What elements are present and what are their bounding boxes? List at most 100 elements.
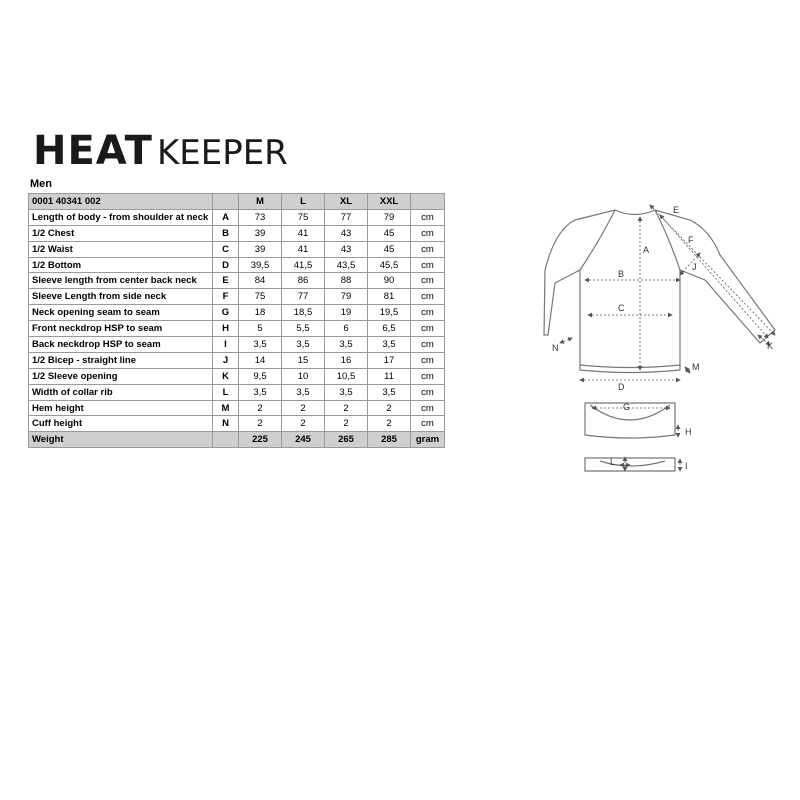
table-cell: 41,5 bbox=[281, 256, 325, 274]
table-cell: cm bbox=[410, 336, 445, 353]
table-row: Back neckdrop HSP to seam I 3,5 3,5 3,5 3,5 cm bbox=[28, 336, 445, 353]
size-table: 0001 40341 002 M L XL XXL Length of body - fr… bbox=[28, 193, 445, 449]
table-row: Sleeve Length from side neck F 75 77 79 81 cm bbox=[28, 288, 445, 306]
table-cell: L bbox=[212, 383, 239, 401]
table-cell: H bbox=[212, 320, 239, 338]
table-cell: Neck opening seam to seam bbox=[28, 304, 213, 322]
header-cell: M bbox=[238, 193, 282, 210]
table-cell: 3,5 bbox=[281, 383, 325, 401]
table-cell: Hem height bbox=[28, 399, 213, 417]
table-cell: 3,5 bbox=[238, 336, 282, 353]
table-cell: 2 bbox=[324, 415, 368, 433]
table-cell: 11 bbox=[367, 367, 411, 385]
table-cell: 43 bbox=[324, 224, 368, 242]
table-row: Length of body - from shoulder at neck A 7… bbox=[28, 208, 445, 226]
table-cell: 39,5 bbox=[238, 256, 282, 274]
table-cell: 39 bbox=[238, 240, 282, 258]
table-cell: 1/2 Bottom bbox=[28, 256, 213, 274]
table-cell: cm bbox=[410, 256, 445, 274]
table-cell: E bbox=[212, 272, 239, 290]
table-cell: A bbox=[212, 208, 239, 226]
diagram-label: J bbox=[692, 262, 697, 272]
table-cell: 3,5 bbox=[367, 383, 411, 401]
table-cell: 10 bbox=[281, 367, 325, 385]
table-cell: 14 bbox=[238, 351, 282, 369]
table-cell: cm bbox=[410, 208, 445, 226]
diagram-label: K bbox=[767, 341, 773, 351]
diagram-label: N bbox=[552, 343, 559, 353]
table-cell: 88 bbox=[324, 272, 368, 290]
diagram-label: D bbox=[618, 382, 625, 392]
table-cell: 77 bbox=[281, 288, 325, 306]
table-cell: 245 bbox=[281, 431, 325, 449]
table-cell: 2 bbox=[281, 415, 325, 433]
diagram-label: L bbox=[610, 457, 615, 467]
table-cell: cm bbox=[410, 272, 445, 290]
diagram-label: A bbox=[643, 245, 649, 255]
table-cell: 45,5 bbox=[367, 256, 411, 274]
diagram-label: B bbox=[618, 269, 624, 279]
header-cell: XXL bbox=[367, 193, 411, 210]
header-cell bbox=[410, 193, 445, 210]
table-cell: 1/2 Chest bbox=[28, 224, 213, 242]
table-cell: M bbox=[212, 399, 239, 417]
diagram-label: I bbox=[685, 461, 688, 471]
table-cell: 41 bbox=[281, 224, 325, 242]
table-cell: 6 bbox=[324, 320, 368, 338]
table-cell: 1/2 Bicep - straight line bbox=[28, 351, 213, 369]
table-row: Neck opening seam to seam G 18 18,5 19 19,5 cm bbox=[28, 304, 445, 322]
table-cell: K bbox=[212, 367, 239, 385]
table-cell: Sleeve Length from side neck bbox=[28, 288, 213, 306]
brand-word: KEEPER bbox=[156, 133, 288, 173]
table-row: Width of collar rib L 3,5 3,5 3,5 3,5 cm bbox=[28, 383, 445, 401]
table-cell: 9,5 bbox=[238, 367, 282, 385]
table-cell: D bbox=[212, 256, 239, 274]
table-cell: 90 bbox=[367, 272, 411, 290]
header-cell: 0001 40341 002 bbox=[28, 193, 213, 210]
section-label: Men bbox=[30, 178, 52, 190]
table-cell: 285 bbox=[367, 431, 411, 449]
table-cell: 79 bbox=[367, 208, 411, 226]
table-cell: Front neckdrop HSP to seam bbox=[28, 320, 213, 338]
table-cell: 265 bbox=[324, 431, 368, 449]
table-cell: 86 bbox=[281, 272, 325, 290]
header-cell bbox=[212, 193, 239, 210]
table-cell: gram bbox=[410, 431, 445, 449]
table-cell: Back neckdrop HSP to seam bbox=[28, 336, 213, 353]
table-row: Weight 225 245 265 285 gram bbox=[28, 431, 445, 449]
table-row: 1/2 Sleeve opening K 9,5 10 10,5 11 cm bbox=[28, 367, 445, 385]
table-cell: Sleeve length from center back neck bbox=[28, 272, 213, 290]
diagram-label: H bbox=[685, 427, 692, 437]
table-cell: 39 bbox=[238, 224, 282, 242]
table-cell: cm bbox=[410, 240, 445, 258]
table-cell: J bbox=[212, 351, 239, 369]
table-cell: 5 bbox=[238, 320, 282, 338]
table-cell: 43,5 bbox=[324, 256, 368, 274]
table-cell: 19,5 bbox=[367, 304, 411, 322]
table-cell: 18,5 bbox=[281, 304, 325, 322]
table-cell: 1/2 Sleeve opening bbox=[28, 367, 213, 385]
table-cell: cm bbox=[410, 367, 445, 385]
table-cell: 3,5 bbox=[238, 383, 282, 401]
table-cell: 15 bbox=[281, 351, 325, 369]
header-cell: L bbox=[281, 193, 325, 210]
table-cell: 2 bbox=[324, 399, 368, 417]
table-cell: 77 bbox=[324, 208, 368, 226]
table-cell: cm bbox=[410, 399, 445, 417]
table-cell bbox=[212, 431, 239, 449]
diagram-label: C bbox=[618, 303, 625, 313]
table-cell: G bbox=[212, 304, 239, 322]
table-cell: 17 bbox=[367, 351, 411, 369]
table-row: 1/2 Chest B 39 41 43 45 cm bbox=[28, 224, 445, 242]
table-row: Sleeve length from center back neck E 84 86… bbox=[28, 272, 445, 290]
table-cell: 225 bbox=[238, 431, 282, 449]
garment-diagram: E F A J B C N K M DG H L I bbox=[543, 204, 776, 472]
table-cell: cm bbox=[410, 415, 445, 433]
table-cell: 79 bbox=[324, 288, 368, 306]
table-cell: cm bbox=[410, 320, 445, 338]
table-cell: cm bbox=[410, 383, 445, 401]
table-cell: F bbox=[212, 288, 239, 306]
table-row: Cuff height N 2 2 2 2 cm bbox=[28, 415, 445, 433]
table-row: 1/2 Bicep - straight line J 14 15 16 17 cm bbox=[28, 351, 445, 369]
